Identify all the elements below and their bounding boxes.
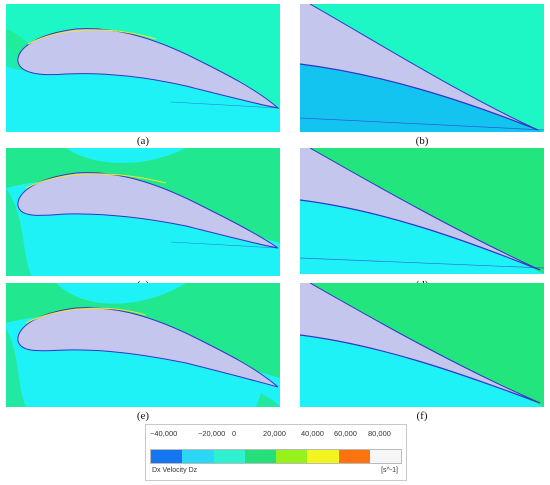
legend-tick: 80,000 [368,429,391,438]
legend-tick: −20,000 [198,429,226,438]
legend-swatch [213,450,245,463]
legend-swatch [307,450,339,463]
legend-swatch [369,450,401,463]
contour-panel-e [6,283,280,407]
color-legend: −40,000 −20,000 0 20,000 40,000 60,000 8… [145,424,407,481]
legend-ticks: −40,000 −20,000 0 20,000 40,000 60,000 8… [146,429,406,441]
legend-swatch [338,450,370,463]
panel-caption-f: (f) [416,410,428,422]
legend-variable-label: Dx Velocity Dz [152,467,198,474]
legend-swatch [244,450,276,463]
contour-panel-a [6,4,280,132]
contour-panel-b [300,4,544,132]
legend-tick: 40,000 [301,429,324,438]
panel-caption-b: (b) [415,135,429,147]
legend-tick: −40,000 [150,429,178,438]
legend-tick: 0 [232,429,237,438]
contour-panel-c [6,148,280,276]
legend-swatch [276,450,308,463]
legend-swatch [182,450,214,463]
legend-tick: 60,000 [334,429,357,438]
legend-unit-label: [s^-1] [381,467,398,474]
color-scale-bar [150,449,402,464]
contour-panel-d [300,148,544,274]
legend-swatch [151,450,183,463]
panel-caption-a: (a) [136,135,150,147]
legend-tick: 20,000 [263,429,286,438]
contour-panel-f [300,283,544,407]
panel-caption-e: (e) [136,410,150,422]
